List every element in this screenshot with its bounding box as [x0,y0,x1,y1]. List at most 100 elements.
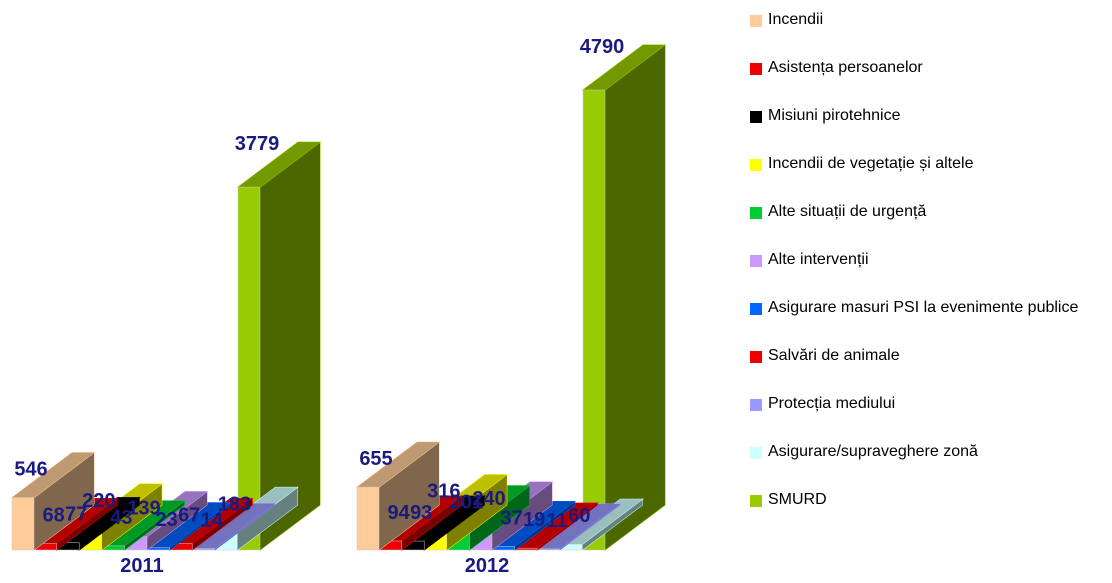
legend-item: Incendii [750,10,1110,58]
legend-item: Protecția mediului [750,394,1110,442]
legend-swatch [750,111,762,123]
bar-side-shade [469,485,530,550]
legend-label: Asigurare/supraveghere zonă [768,443,978,460]
value-label: 67 [178,505,200,527]
value-label: 546 [14,459,47,481]
bar-side-shade [582,499,643,550]
bar-side-shade [79,497,140,550]
bar [581,44,667,551]
bar-top-shade [192,503,275,549]
value-label: 93 [410,502,432,524]
bar-side-shade [379,442,439,550]
x-tick-label: 2012 [465,555,510,577]
value-label: 201 [450,492,483,514]
legend-swatch [750,207,762,219]
legend-item: Alte intervenții [750,250,1110,298]
value-label: 14 [201,510,224,532]
legend-label: Asistența persoanelor [768,59,923,76]
legend-label: SMURD [768,491,827,508]
bar [491,500,577,551]
legend-label: Alte situații de urgență [768,203,927,220]
bar-top-shade [583,45,665,90]
legend-item: Asigurare masuri PSI la evenimente publi… [750,298,1110,346]
legend-item: SMURD [750,490,1110,538]
legend-label: Salvări de animale [768,347,900,364]
bar-side-shade [605,45,665,550]
bar-side-shade [124,500,185,550]
bar-top-shade [147,502,230,548]
legend-swatch [750,15,762,27]
bar-top-shade [357,442,439,488]
bar-side-shade [56,498,117,550]
bar-top-shade [492,501,575,547]
value-label: 77 [65,504,87,526]
value-label: 23 [155,509,177,531]
bar-side-shade [101,483,162,550]
bar-side-shade [237,487,298,550]
bar [536,502,622,551]
bar [191,502,277,552]
value-label: 11 [546,510,567,532]
legend-item: Incendii de vegetație și altele [750,154,1110,202]
value-label: 68 [42,504,64,526]
bar-side-shade [424,496,485,550]
value-label: 4790 [580,36,625,58]
value-label: 139 [127,498,160,520]
bar-side-shade [492,481,552,550]
bar-front [537,548,561,551]
legend-swatch [750,159,762,171]
legend-swatch [750,351,762,363]
bar-top-shade [537,503,620,549]
bar-front [582,89,606,551]
bar-side-shade [514,501,575,550]
bar-front [514,547,538,551]
legend-swatch [750,303,762,315]
value-label: 60 [568,505,590,527]
value-label: 183 [218,493,251,515]
value-label: 655 [359,448,392,470]
bar-side-shade [34,452,94,550]
legend-swatch [750,447,762,459]
bar [513,502,599,551]
bar-side-shade [147,491,207,550]
value-label: 240 [472,488,505,510]
bar [355,441,441,551]
legend-item: Asigurare/supraveghere zonă [750,442,1110,490]
bar-front [192,548,216,551]
legend-item: Misiuni pirotehnice [750,106,1110,154]
x-tick-label: 2011 [120,555,163,577]
legend-item: Salvări de animale [750,346,1110,394]
value-label: 220 [82,490,115,512]
legend-swatch [750,255,762,267]
value-label: 37 [500,507,522,529]
value-label: 43 [110,507,132,529]
legend-item: Alte situații de urgență [750,202,1110,250]
legend-label: Asigurare masuri PSI la evenimente publi… [768,299,1079,316]
legend-label: Alte intervenții [768,251,869,268]
bar-top-shade [238,142,320,188]
bar-side-shade [401,495,462,550]
bar-top-shade [12,452,94,498]
bar-front [237,186,261,551]
legend-swatch [750,399,762,411]
legend-swatch [750,63,762,75]
value-label: 94 [387,502,410,524]
bar [236,141,322,551]
bar-side-shade [260,142,320,550]
legend-label: Misiuni pirotehnice [768,107,901,124]
legend: Incendii Asistența persoanelor Misiuni pir… [750,10,1110,538]
bar [10,451,96,551]
bar-front [356,486,380,551]
value-label: 19 [523,509,545,531]
legend-label: Incendii [768,11,824,28]
bar-top-shade [515,503,598,549]
legend-item: Asistența persoanelor [750,58,1110,106]
value-label: 3779 [235,133,280,155]
bar-side-shade [192,498,253,550]
legend-label: Protecția mediului [768,395,896,412]
bar-side-shade [446,474,507,550]
legend-swatch [750,495,762,507]
bar-front [11,497,35,551]
